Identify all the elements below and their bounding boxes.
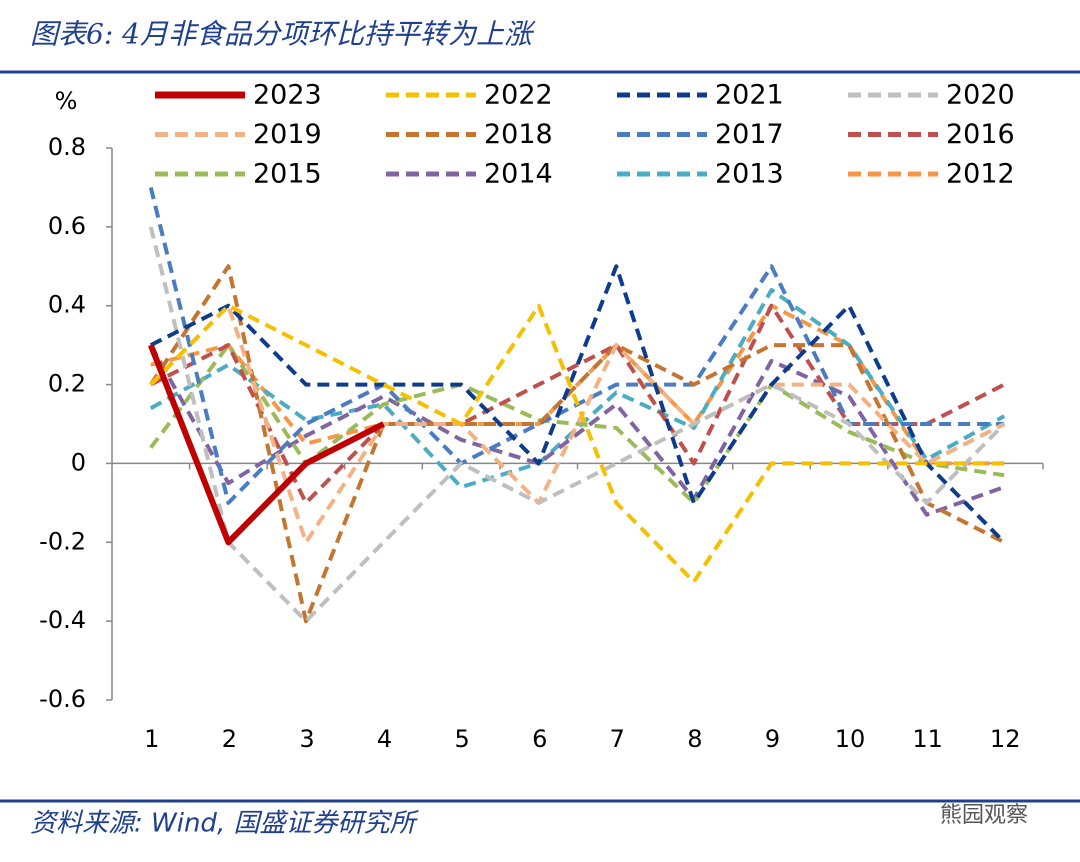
- series-line: [149, 303, 1005, 584]
- y-tick-label: 0.8: [48, 133, 86, 161]
- legend-label: 2020: [946, 80, 1015, 111]
- x-tick-label: 2: [222, 725, 237, 753]
- x-tick-label: 9: [765, 725, 780, 753]
- y-tick-label: 0.6: [48, 212, 86, 240]
- legend-label: 2018: [484, 119, 553, 150]
- legend-label: 2023: [253, 80, 322, 111]
- series-line: [149, 264, 1006, 624]
- legend-label: 2017: [715, 119, 784, 150]
- y-tick-label: -0.6: [39, 685, 86, 713]
- legend-label: 2014: [484, 159, 553, 190]
- watermark: 熊园观察: [940, 803, 1028, 828]
- legend-label: 2015: [253, 159, 322, 190]
- legend-label: 2016: [946, 119, 1015, 150]
- y-tick-label: 0.4: [48, 291, 86, 319]
- x-tick-label: 5: [454, 725, 469, 753]
- series-line: [148, 344, 385, 546]
- legend-label: 2013: [715, 159, 784, 190]
- y-tick-label: -0.4: [39, 606, 86, 634]
- legend-label: 2022: [484, 80, 553, 111]
- x-tick-label: 10: [835, 725, 866, 753]
- y-tick-label: 0.2: [48, 370, 86, 398]
- chart-title: 图表6: 4月非食品分项环比持平转为上涨: [30, 18, 536, 51]
- x-tick-label: 11: [912, 725, 943, 753]
- y-tick-label: 0: [71, 448, 86, 476]
- x-tick-label: 8: [687, 725, 702, 753]
- series-line: [150, 303, 1005, 466]
- y-axis-label: %: [55, 87, 78, 115]
- series-line: [149, 343, 1005, 505]
- legend-label: 2012: [946, 159, 1015, 190]
- series-line: [149, 344, 1005, 517]
- x-tick-label: 7: [610, 725, 625, 753]
- series-line: [149, 264, 1006, 544]
- y-tick-label: -0.2: [39, 527, 86, 555]
- x-tick-label: 12: [990, 725, 1021, 753]
- x-tick-label: 4: [377, 725, 392, 753]
- legend-label: 2019: [253, 119, 322, 150]
- legend-label: 2021: [715, 80, 784, 111]
- x-tick-label: 6: [532, 725, 547, 753]
- x-tick-label: 1: [144, 725, 159, 753]
- x-tick-label: 3: [299, 725, 314, 753]
- source: 资料来源: Wind, 国盛证券研究所: [30, 809, 419, 839]
- series-line: [148, 226, 1006, 624]
